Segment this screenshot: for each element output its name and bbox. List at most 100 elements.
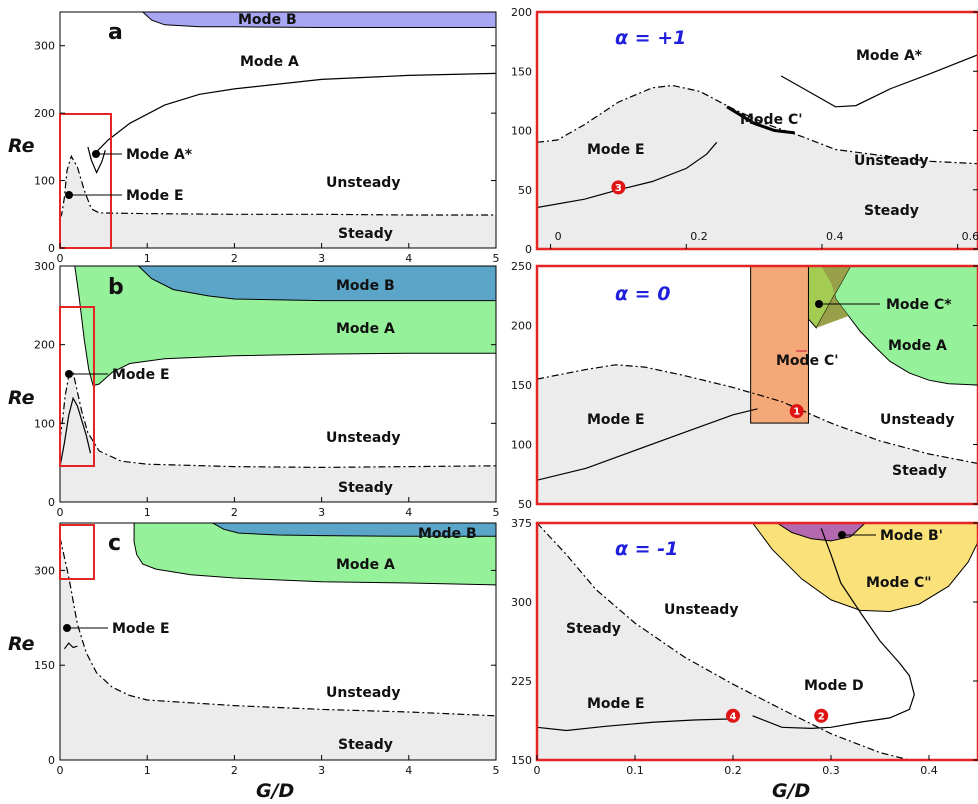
y-tick-label: 300 <box>511 596 532 609</box>
numbered-markers: 1 <box>789 404 804 419</box>
region-label-mode-e: Mode E <box>587 696 645 712</box>
x-tick-label: 0.1 <box>626 764 644 777</box>
x-tick-label: 2 <box>231 506 238 519</box>
region-label-mode-c-prime: Mode C' <box>776 353 839 369</box>
region-label-unsteady: Unsteady <box>326 685 400 701</box>
steady-boundary <box>60 371 496 469</box>
x-tick-label: 0.4 <box>920 764 938 777</box>
mode-a-boundary <box>94 72 496 155</box>
mode-a-star-boundary <box>87 146 106 174</box>
alpha-label: α = +1 <box>615 27 686 49</box>
mode-a-region <box>820 266 978 386</box>
x-tick-label: 3 <box>318 252 325 265</box>
y-tick-label: 100 <box>34 175 55 188</box>
region-label-unsteady: Unsteady <box>326 175 400 191</box>
y-tick-label: 200 <box>511 320 532 333</box>
y-tick-label: 100 <box>511 125 532 138</box>
mode-d-boundary <box>752 528 915 730</box>
mode-e-boundary <box>63 642 78 650</box>
plot-frame <box>59 522 497 761</box>
zoom-frame <box>535 264 978 506</box>
region-label-steady: Steady <box>892 463 947 479</box>
region-label-steady: Steady <box>338 226 393 242</box>
marker-label: 2 <box>818 711 825 722</box>
mode-e-boundary <box>60 396 92 467</box>
mode-e-boundary <box>537 408 758 481</box>
steady-region <box>60 372 496 502</box>
x-tick-label: 4 <box>405 252 412 265</box>
x-tick-label: 0 <box>534 764 541 777</box>
region-label-mode-a: Mode A <box>240 54 299 70</box>
x-tick-label: 4 <box>405 764 412 777</box>
x-tick-label: 2 <box>231 252 238 265</box>
y-tick-label: 50 <box>518 498 532 511</box>
mode-b-region <box>212 523 496 537</box>
numbered-markers: 3 <box>611 180 626 195</box>
axis-ticks: 0 100 200 300 0 1 2 3 4 5 <box>34 40 500 265</box>
y-tick-label: 0 <box>48 754 55 767</box>
region-label-mode-a-star: Mode A* <box>856 48 923 64</box>
region-label-mode-b-prime: Mode B' <box>880 528 943 544</box>
marker-label: 3 <box>615 183 622 194</box>
alpha-label: α = 0 <box>615 283 670 305</box>
region-label-mode-e: Mode E <box>112 367 170 383</box>
steady-region <box>537 364 978 504</box>
steady-boundary <box>537 84 978 165</box>
region-label-steady: Steady <box>338 480 393 496</box>
region-label-steady: Steady <box>864 203 919 219</box>
panel-label: c <box>108 531 121 556</box>
x-tick-label: 5 <box>493 506 500 519</box>
mode-overlap-region <box>816 266 851 328</box>
x-tick-label: 0.2 <box>690 230 708 243</box>
mode-c-prime-region <box>750 266 809 424</box>
y-tick-label: 0 <box>48 242 55 255</box>
y-tick-label: 300 <box>34 260 55 273</box>
chart-a: 0 100 200 300 0 1 2 3 4 5 a Re Mode B Mode A Mode… <box>8 11 500 265</box>
y-tick-label: 225 <box>511 675 532 688</box>
x-tick-label: 0 <box>57 764 64 777</box>
y-tick-label: 200 <box>511 6 532 19</box>
region-label-mode-e: Mode E <box>587 142 645 158</box>
region-label-mode-e: Mode E <box>126 188 184 204</box>
steady-region <box>537 523 910 760</box>
region-label-mode-b: Mode B <box>418 526 477 542</box>
chart-b-zoom: 50 100 150 200 250 α = 0 Mode C* Mode A Mode… <box>511 260 978 511</box>
region-label-mode-c-star: Mode C* <box>886 297 952 313</box>
x-tick-label: 0 <box>57 252 64 265</box>
zoom-frame <box>535 10 978 251</box>
region-label-mode-b: Mode B <box>336 278 395 294</box>
marker-circle <box>611 180 626 195</box>
x-tick-label: 3 <box>318 764 325 777</box>
axis-ticks: 0 150 300 0 1 2 3 4 5 <box>34 564 500 777</box>
x-tick-label: 0 <box>57 506 64 519</box>
steady-boundary <box>537 364 978 465</box>
mode-a-region <box>133 523 496 586</box>
region-label-unsteady: Unsteady <box>664 602 738 618</box>
panel-label: b <box>108 275 124 300</box>
y-axis-label: Re <box>8 633 35 655</box>
y-tick-label: 375 <box>511 517 532 530</box>
x-tick-label: 0.2 <box>724 764 742 777</box>
region-label-unsteady: Unsteady <box>326 430 400 446</box>
region-label-mode-a-star: Mode A* <box>126 147 193 163</box>
y-tick-label: 150 <box>511 65 532 78</box>
chart-a-zoom: 0 50 100 150 200 0 0.2 0.4 0.6 α = +1 Mode A* Mo… <box>511 6 978 256</box>
x-tick-label: 4 <box>405 506 412 519</box>
region-label-mode-a: Mode A <box>888 338 947 354</box>
x-tick-label: 0.6 <box>962 230 978 243</box>
steady-region <box>537 85 978 249</box>
marker-circle <box>726 708 740 723</box>
x-tick-label: 3 <box>318 506 325 519</box>
zoom-frame <box>535 521 978 762</box>
x-tick-label: 5 <box>493 764 500 777</box>
y-tick-label: 100 <box>511 439 532 452</box>
mode-e-boundary <box>537 141 718 209</box>
x-tick-label: 1 <box>144 252 151 265</box>
y-tick-label: 150 <box>34 659 55 672</box>
region-label-mode-b: Mode B <box>238 12 297 28</box>
chart-b: 0 100 200 300 0 1 2 3 4 5 b Re Mode B Mode A Mode… <box>8 260 500 519</box>
steady-boundary <box>60 154 496 218</box>
y-tick-label: 50 <box>518 184 532 197</box>
